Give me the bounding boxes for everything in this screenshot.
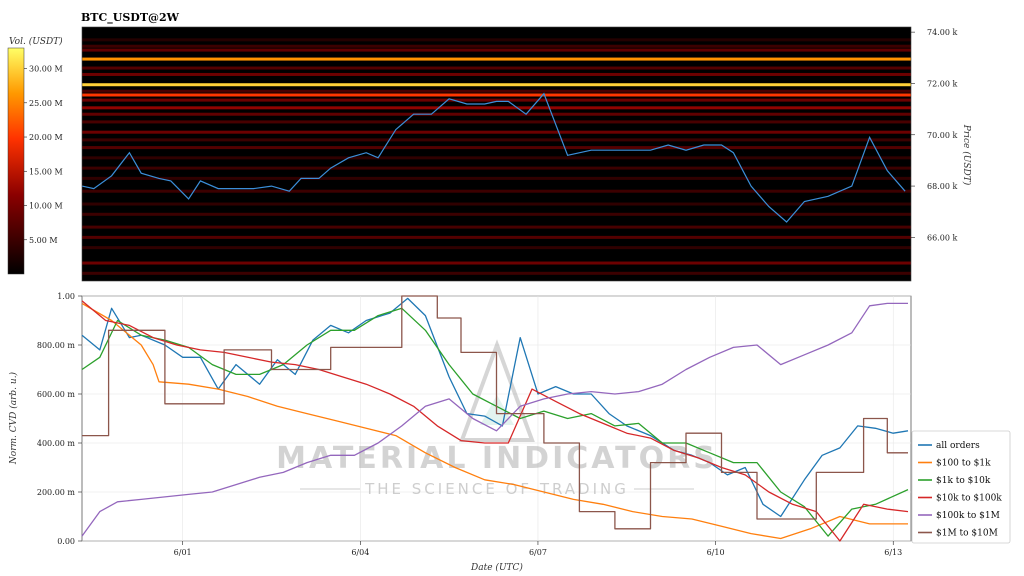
heatmap-level	[82, 120, 911, 124]
heatmap-level	[82, 72, 911, 76]
heatmap-level	[82, 225, 911, 229]
legend-label: $10k to $100k	[936, 494, 1002, 504]
price-axis-label: Price (USDT)	[961, 124, 972, 186]
price-tick-label: 70.00 k	[927, 131, 957, 140]
cvd-series-line	[81, 307, 909, 537]
cvd-series	[81, 295, 909, 542]
colorbar-gradient	[7, 47, 25, 275]
colorbar-tick-label: 20.00 M	[29, 133, 63, 142]
legend-label: $100 to $1k	[936, 459, 991, 469]
heatmap-level	[82, 166, 911, 170]
colorbar-label: Vol. (USDT)	[9, 36, 63, 47]
heatmap-level	[82, 156, 911, 160]
price-tick-label: 72.00 k	[927, 79, 957, 88]
heatmap-level	[82, 98, 911, 102]
cvd-series-line	[81, 302, 908, 540]
heatmap-level	[82, 130, 911, 134]
heatmap-background	[82, 27, 911, 281]
legend-items: all orders $100 to $1k $1k to $10k $10k to …	[918, 441, 1002, 539]
heatmap-level	[82, 93, 911, 97]
colorbar-tick-label: 30.00 M	[29, 65, 63, 74]
heatmap-level	[82, 106, 911, 110]
heatmap-level	[82, 261, 911, 265]
cvd-y-axis-label: Norm. CVD (arb. u.)	[8, 371, 19, 465]
heatmap-panel: 66.00 k 68.00 k 70.00 k 72.00 k 74.00 k Pric…	[81, 26, 972, 282]
heatmap-level	[82, 112, 911, 116]
chart-title: BTC_USDT@2W	[81, 11, 180, 25]
heatmap-level	[82, 271, 911, 275]
legend: all orders $100 to $1k $1k to $10k $10k to …	[911, 430, 1011, 544]
heatmap-level	[82, 176, 911, 180]
watermark-sub: THE SCIENCE OF TRADING	[364, 480, 629, 498]
cvd-panel: MATERIAL INDICATORS THE SCIENCE OF TRADI…	[8, 292, 1011, 573]
cvd-y-tick-label: 1.00	[57, 292, 75, 301]
heatmap-level	[82, 48, 911, 52]
colorbar: Vol. (USDT) 5.00 M 10.00 M 15.00 M 20.00 M 2…	[7, 36, 63, 275]
watermark-main: MATERIAL INDICATORS	[276, 441, 718, 476]
price-axis-ticks: 66.00 k 68.00 k 70.00 k 72.00 k 74.00 k	[911, 28, 957, 242]
legend-label: all orders	[936, 441, 980, 451]
legend-label: $1k to $10k	[936, 476, 991, 486]
cvd-series-line	[82, 295, 908, 530]
cvd-x-tick-label: 6/01	[174, 548, 192, 557]
colorbar-tick-label: 25.00 M	[29, 99, 63, 108]
cvd-series-line	[81, 300, 909, 542]
heatmap-levels	[82, 38, 911, 275]
heatmap-level	[82, 138, 911, 142]
colorbar-ticks: 5.00 M 10.00 M 15.00 M 20.00 M 25.00 M 30.00 …	[24, 65, 63, 245]
colorbar-tick-label: 10.00 M	[29, 202, 63, 211]
cvd-y-tick-label: 600.00 m	[37, 390, 76, 399]
cvd-series-line	[81, 302, 908, 537]
cvd-x-axis-label: Date (UTC)	[470, 562, 523, 573]
cvd-y-tick-label: 400.00 m	[37, 439, 76, 448]
cvd-x-tick-label: 6/07	[529, 548, 547, 557]
price-tick-label: 74.00 k	[927, 28, 957, 37]
cvd-y-tick-label: 0.00	[57, 537, 75, 546]
legend-box	[911, 430, 1011, 544]
cvd-x-tick-label: 6/04	[351, 548, 369, 557]
heatmap-level	[82, 38, 911, 42]
heatmap-level	[82, 246, 911, 250]
heatmap-frame	[81, 26, 912, 282]
heatmap-level	[82, 66, 911, 70]
heatmap-level	[82, 57, 911, 61]
cvd-x-tick-label: 6/10	[707, 548, 725, 557]
heatmap-level	[82, 89, 911, 93]
cvd-x-ticks: 6/01 6/04 6/07 6/10 6/13	[174, 541, 902, 557]
heatmap-level	[82, 212, 911, 216]
cvd-y-ticks: 0.00 200.00 m 400.00 m 600.00 m 800.00 m 1.00	[37, 292, 82, 546]
legend-label: $1M to $10M	[936, 529, 998, 539]
cvd-frame	[81, 295, 912, 542]
heatmap-level	[82, 235, 911, 239]
heatmap-level	[82, 189, 911, 193]
legend-label: $100k to $1M	[936, 511, 1000, 521]
cvd-y-tick-label: 800.00 m	[37, 341, 76, 350]
heatmap-level	[82, 83, 911, 87]
price-tick-label: 66.00 k	[927, 233, 957, 242]
cvd-series-line	[81, 297, 909, 518]
cvd-x-tick-label: 6/13	[884, 548, 902, 557]
heatmap-level	[82, 146, 911, 150]
heatmap-level	[82, 44, 911, 48]
price-line	[81, 92, 906, 223]
colorbar-tick-label: 5.00 M	[29, 236, 58, 245]
price-tick-label: 68.00 k	[927, 182, 957, 191]
heatmap-level	[82, 202, 911, 206]
colorbar-tick-label: 15.00 M	[29, 167, 63, 176]
cvd-y-tick-label: 200.00 m	[37, 488, 76, 497]
